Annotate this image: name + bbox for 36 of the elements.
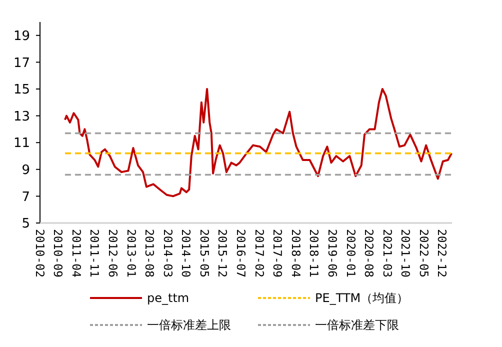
x-tick-label: 2010-02 [32,229,47,278]
x-tick-label: 2012-06 [106,229,120,278]
y-tick-label: 9 [22,162,30,178]
y-tick-label: 5 [22,216,30,232]
y-tick-label: 7 [22,190,30,205]
x-tick-label: 2020-01 [344,229,358,278]
x-tick-label: 2013-08 [142,229,157,278]
x-tick-label: 2016-07 [234,229,248,278]
x-tick-label: 2022-05 [416,229,431,278]
x-tick-label: 2018-11 [307,229,322,278]
legend-label: 一倍标准差上限 [147,318,231,332]
x-tick-label: 2021-03 [380,229,394,278]
legend-label: PE_TTM（均值） [315,291,409,306]
x-tick-label: 2015-05 [197,229,212,278]
x-tick-label: 2010-09 [51,229,66,278]
x-tick-label: 2014-10 [179,229,194,278]
line-series [64,88,453,198]
x-tick-label: 2011-11 [88,229,102,278]
y-tick-label: 13 [13,109,30,124]
x-tick-label: 2013-01 [124,229,138,278]
x-tick-label: 2021-10 [398,229,413,278]
legend-label: 一倍标准差下限 [315,318,399,332]
x-tick-label: 2015-12 [216,229,230,278]
x-tick-label: 2022-12 [435,229,450,278]
y-tick-label: 15 [13,82,30,98]
y-tick-label: 19 [13,28,30,44]
x-tick-label: 2014-03 [160,229,175,278]
y-tick-label: 17 [13,56,30,71]
x-tick-label: 2011-04 [69,229,84,278]
x-tick-label: 2017-02 [252,229,266,278]
legend-label: pe_ttm [147,291,190,306]
x-tick-label: 2017-09 [270,229,285,278]
x-tick-label: 2018-04 [288,229,303,278]
x-tick-label: 2019-06 [325,229,340,278]
y-tick-label: 11 [13,136,30,152]
x-tick-label: 2020-08 [362,229,376,278]
